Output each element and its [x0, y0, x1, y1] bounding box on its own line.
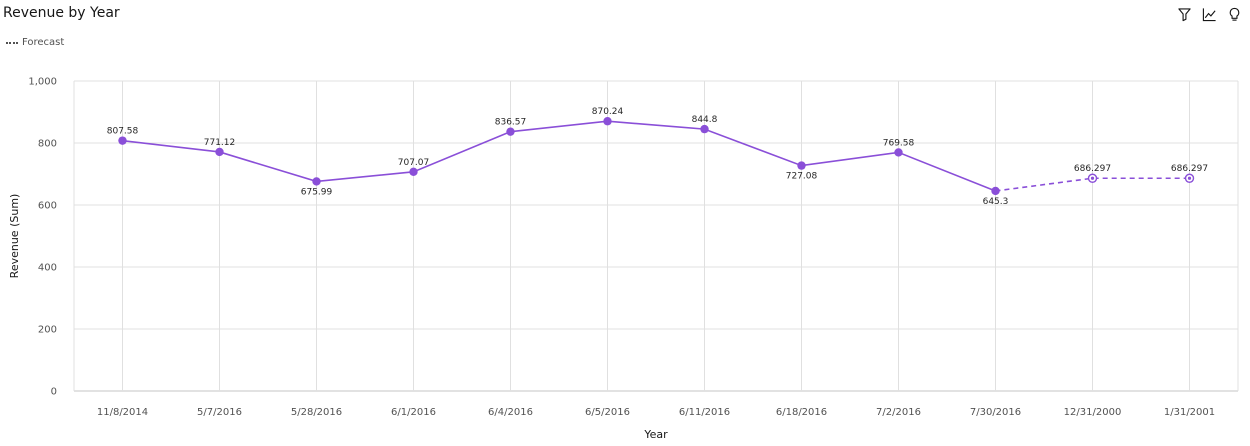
- legend: Forecast: [6, 37, 64, 48]
- trend-icon: [1202, 7, 1216, 21]
- chart-toolbar: [1176, 6, 1242, 22]
- x-tick-label: 1/31/2001: [1164, 407, 1215, 418]
- filter-button[interactable]: [1176, 6, 1192, 22]
- lightbulb-icon: [1229, 7, 1239, 21]
- data-point: [603, 117, 612, 126]
- data-point: [215, 147, 224, 157]
- data-label: 769.58: [883, 138, 915, 148]
- data-label: 836.57: [495, 118, 527, 128]
- data-label: 686.297: [1074, 164, 1111, 174]
- data-label: 870.24: [592, 107, 624, 117]
- insights-button[interactable]: [1226, 6, 1242, 22]
- chart-title: Revenue by Year: [3, 5, 120, 21]
- y-tick-label: 200: [38, 325, 57, 336]
- data-point: [409, 167, 418, 177]
- x-tick-label: 11/8/2014: [97, 407, 148, 418]
- data-point: [797, 161, 806, 170]
- filter-icon: [1177, 7, 1191, 21]
- y-tick-label: 1,000: [28, 77, 57, 88]
- forecast-point-core: [1187, 176, 1192, 180]
- forecast-point-core: [1090, 176, 1095, 180]
- y-tick-label: 400: [38, 263, 57, 274]
- x-axis-title: Year: [643, 428, 668, 441]
- data-label: 675.99: [301, 187, 333, 197]
- data-point: [506, 127, 515, 136]
- data-label: 686.297: [1171, 164, 1208, 174]
- y-axis-title: Revenue (Sum): [8, 194, 21, 279]
- x-tick-label: 7/2/2016: [876, 407, 921, 418]
- data-label: 807.58: [107, 127, 139, 137]
- trend-button[interactable]: [1201, 6, 1217, 22]
- data-point: [118, 136, 127, 145]
- x-tick-label: 6/5/2016: [585, 407, 630, 418]
- x-tick-label: 12/31/2000: [1064, 407, 1122, 418]
- y-tick-label: 600: [38, 201, 57, 212]
- data-point: [312, 177, 321, 186]
- forecast-line: [995, 177, 1190, 192]
- x-tick-label: 6/11/2016: [679, 407, 730, 418]
- forecast-legend-label: Forecast: [22, 37, 65, 48]
- data-point: [894, 148, 903, 157]
- data-point: [700, 124, 709, 134]
- y-tick-label: 0: [51, 387, 57, 398]
- x-tick-label: 5/7/2016: [197, 407, 242, 418]
- x-tick-label: 7/30/2016: [970, 407, 1021, 418]
- data-label: 645.3: [983, 197, 1009, 207]
- forecast-legend-swatch: [6, 41, 18, 44]
- data-label: 771.12: [204, 138, 236, 148]
- data-label: 727.08: [786, 172, 818, 182]
- data-label: 707.07: [398, 158, 430, 168]
- revenue-line: [122, 120, 996, 192]
- x-tick-label: 5/28/2016: [291, 407, 342, 418]
- x-tick-label: 6/4/2016: [488, 407, 533, 418]
- x-tick-label: 6/18/2016: [776, 407, 827, 418]
- x-tick-label: 6/1/2016: [391, 407, 436, 418]
- data-label: 844.8: [692, 115, 718, 125]
- y-tick-label: 800: [38, 139, 57, 150]
